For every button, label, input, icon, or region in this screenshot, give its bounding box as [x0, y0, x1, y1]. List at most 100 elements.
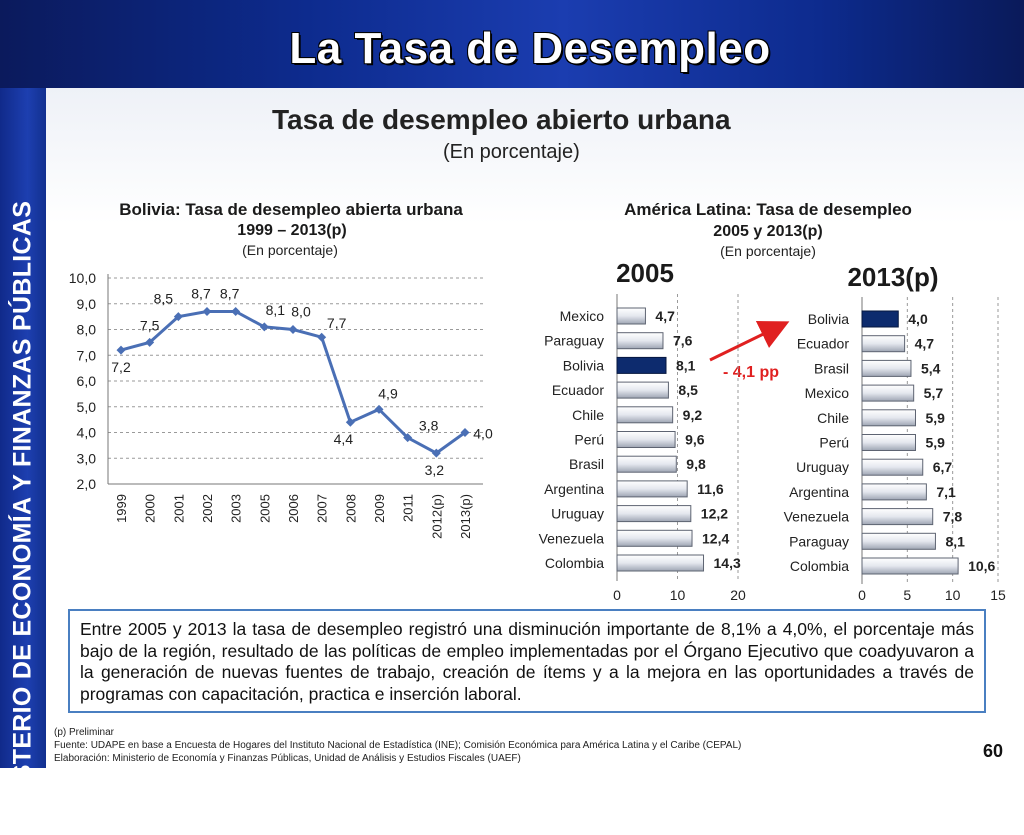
line-point — [202, 306, 212, 316]
panel-2005-header: 2005 — [616, 258, 674, 288]
line-chart: 10,0 9,0 8,0 7,0 6,0 5,0 4,0 3,0 2,0 1999 2000 2001… — [69, 270, 493, 539]
line-y-tick-label: 4,0 — [77, 425, 97, 441]
bar-2013-value-label: 7,1 — [936, 484, 956, 500]
bar-2005-bar — [616, 431, 676, 448]
bar-2013-value-label: 7,8 — [943, 509, 963, 525]
line-data-label: 8,5 — [154, 291, 174, 307]
line-point — [345, 417, 355, 427]
line-data-label: 7,5 — [140, 317, 160, 333]
bar-2013-value-label: 6,7 — [933, 459, 953, 475]
bar-2013-category-label: Uruguay — [796, 459, 849, 475]
slide-title: La Tasa de Desempleo — [289, 24, 771, 73]
bar-2013-bar — [861, 409, 916, 427]
bar-2005-category-label: Chile — [572, 407, 604, 423]
bar-2013-bar — [861, 384, 915, 402]
bar-2013-bar — [861, 483, 927, 501]
bar-2005-value-label: 4,7 — [655, 308, 675, 324]
bar-2013-category-label: Mexico — [805, 385, 850, 401]
line-x-tick-label: 2009 — [372, 494, 387, 523]
line-data-label: 8,1 — [266, 302, 286, 318]
line-x-tick-label: 2002 — [200, 494, 215, 523]
line-data-label: 3,2 — [425, 462, 445, 478]
line-data-label: 8,7 — [191, 285, 211, 301]
charts-canvas: Bolivia: Tasa de desempleo abierta urban… — [69, 200, 1006, 603]
bar-2013-bar — [861, 458, 924, 476]
bar-2005-value-label: 11,6 — [697, 481, 724, 497]
bar-2005-value-label: 9,8 — [686, 456, 706, 472]
bar-chart-unit: (En porcentaje) — [720, 243, 816, 259]
line-x-tick-label: 2007 — [315, 494, 330, 523]
bar-2013-bar — [861, 532, 936, 550]
line-point — [431, 448, 441, 458]
line-chart-unit: (En porcentaje) — [242, 242, 338, 258]
line-point — [145, 337, 155, 347]
bar-2005-category-label: Argentina — [544, 481, 604, 497]
bar-2013-value-label: 10,6 — [968, 558, 995, 574]
main-subtitle: (En porcentaje) — [443, 141, 580, 163]
line-point — [374, 404, 384, 414]
footnote-elaboracion: Elaboración: Ministerio de Economía y Fi… — [54, 753, 521, 764]
line-point — [403, 433, 413, 443]
line-x-tick-label: 2008 — [343, 494, 358, 523]
bar-2013-x-tick-label: 10 — [945, 587, 961, 603]
bar-2013-category-label: Venezuela — [784, 509, 850, 525]
bar-2005-category-label: Colombia — [545, 555, 604, 571]
bar-chart-2005: 0 10 20 Mexico 4,7 Paraguay 7,6 Bolivia 8,1 Ecuad… — [539, 294, 746, 603]
bar-2013-value-label: 5,9 — [925, 410, 945, 426]
bar-2005-category-label: Brasil — [569, 456, 604, 472]
line-y-tick-label: 5,0 — [77, 399, 97, 415]
line-y-tick-label: 9,0 — [77, 296, 97, 312]
bar-2005-bar — [616, 529, 693, 547]
bar-2013-category-label: Chile — [817, 410, 849, 426]
bar-2013-bar — [861, 557, 959, 575]
line-x-tick-label: 2011 — [401, 494, 416, 522]
bar-2005-bar — [616, 505, 692, 523]
bar-2013-bar — [861, 434, 916, 451]
line-point — [231, 306, 241, 316]
bar-2013-value-label: 5,9 — [925, 435, 945, 451]
line-data-label: 7,7 — [327, 315, 347, 331]
line-data-label: 4,0 — [473, 426, 493, 442]
footnote-fuente: Fuente: UDAPE en base a Encuesta de Hoga… — [54, 740, 742, 751]
bar-2005-bar — [616, 356, 667, 374]
bar-2005-value-label: 8,1 — [676, 357, 696, 373]
bar-2005-x-tick-label: 20 — [730, 587, 746, 603]
line-x-tick-label: 2001 — [171, 494, 186, 523]
bar-2013-category-label: Brasil — [814, 360, 849, 376]
bar-2013-x-tick-label: 5 — [903, 587, 911, 603]
change-arrow — [709, 321, 790, 362]
bar-2005-value-label: 12,2 — [701, 506, 728, 522]
bar-2005-bar — [616, 480, 688, 498]
bar-2005-category-label: Perú — [574, 432, 604, 448]
line-chart-subtitle: 1999 – 2013(p) — [237, 222, 346, 239]
bar-2005-bar — [616, 307, 646, 325]
page-number: 60 — [983, 741, 1004, 761]
line-point — [288, 325, 298, 334]
bar-2013-x-tick-label: 0 — [858, 587, 866, 603]
bar-2005-bar — [616, 332, 664, 350]
line-point — [116, 345, 126, 355]
line-data-label: 8,7 — [220, 285, 240, 301]
bar-2005-category-label: Paraguay — [544, 333, 604, 349]
bar-2013-bar — [861, 508, 934, 526]
bar-chart-2013: 0 5 10 15 Bolivia 4,0 Ecuador 4,7 Brasil 5,4 Mexic… — [784, 297, 1006, 603]
bar-2005-category-label: Venezuela — [539, 530, 605, 546]
bar-2005-category-label: Uruguay — [551, 506, 604, 522]
line-x-tick-label: 2006 — [286, 494, 301, 523]
line-point — [173, 312, 183, 322]
bar-2013-category-label: Paraguay — [789, 533, 849, 549]
bar-2013-category-label: Perú — [819, 435, 849, 451]
bar-2005-category-label: Mexico — [560, 308, 605, 324]
panel-2013-header: 2013(p) — [847, 262, 938, 292]
line-data-label: 8,0 — [291, 304, 311, 320]
bar-chart-title: América Latina: Tasa de desempleo — [624, 200, 912, 219]
line-x-tick-label: 2012(p) — [429, 494, 444, 539]
line-y-tick-label: 7,0 — [77, 347, 97, 363]
bar-2013-value-label: 4,0 — [908, 311, 928, 327]
bar-2005-x-tick-label: 10 — [670, 587, 686, 603]
line-x-tick-label: 2005 — [257, 494, 272, 523]
main-title: Tasa de desempleo abierto urbana — [272, 104, 731, 135]
bar-2013-category-label: Ecuador — [797, 336, 849, 352]
bar-2013-bar — [861, 359, 912, 377]
line-x-tick-label: 2000 — [143, 494, 158, 523]
